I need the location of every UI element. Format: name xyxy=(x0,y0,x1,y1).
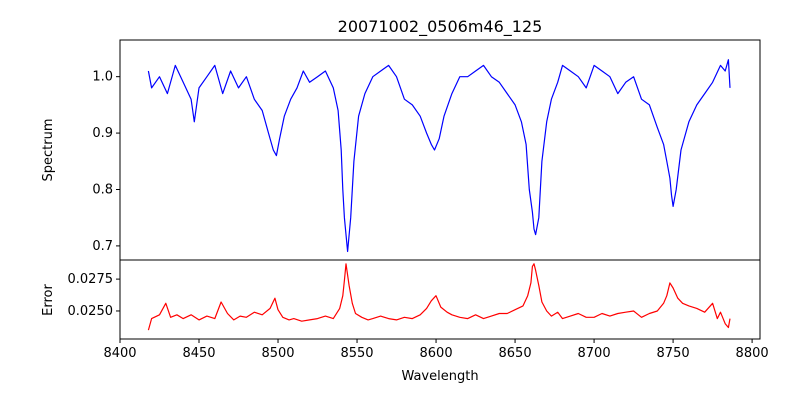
x-tick-label: 8650 xyxy=(499,346,532,361)
x-tick-label: 8600 xyxy=(420,346,453,361)
error-y-tick-label: 0.0250 xyxy=(68,304,114,319)
error-y-label: Error xyxy=(41,284,56,316)
spectrum-y-tick-label: 0.7 xyxy=(92,239,113,254)
wavelength-x-axis: 8400 8450 8500 8550 8600 8650 8700 8750 8800 xyxy=(103,339,769,361)
x-tick-label: 8500 xyxy=(261,346,294,361)
wavelength-x-label: Wavelength xyxy=(401,369,478,384)
x-tick-label: 8750 xyxy=(657,346,690,361)
spectrum-plot-area xyxy=(147,59,731,253)
spectrum-panel: 0.7 0.8 0.9 1.0 Spectrum xyxy=(41,39,761,261)
x-tick-label: 8450 xyxy=(182,346,215,361)
error-series-line xyxy=(147,263,731,331)
error-panel: 0.0250 0.0275 8400 8450 8500 8550 8600 8650 870… xyxy=(41,259,769,384)
spectrum-y-tick-label: 0.8 xyxy=(92,182,113,197)
error-y-axis: 0.0250 0.0275 xyxy=(68,272,120,319)
spectrum-series-line xyxy=(147,59,731,253)
x-tick-label: 8800 xyxy=(736,346,769,361)
x-tick-label: 8700 xyxy=(578,346,611,361)
error-y-tick-label: 0.0275 xyxy=(68,272,114,287)
error-plot-area xyxy=(147,263,731,331)
spectrum-y-label: Spectrum xyxy=(41,119,56,182)
spectrum-frame xyxy=(119,39,761,261)
chart-title: 20071002_0506m46_125 xyxy=(338,17,543,37)
x-tick-label: 8400 xyxy=(103,346,136,361)
spectrum-y-tick-label: 0.9 xyxy=(92,126,113,141)
x-tick-label: 8550 xyxy=(340,346,373,361)
error-frame xyxy=(119,259,761,340)
spectrum-y-axis: 0.7 0.8 0.9 1.0 xyxy=(92,70,120,254)
spectrum-y-tick-label: 1.0 xyxy=(92,70,113,85)
